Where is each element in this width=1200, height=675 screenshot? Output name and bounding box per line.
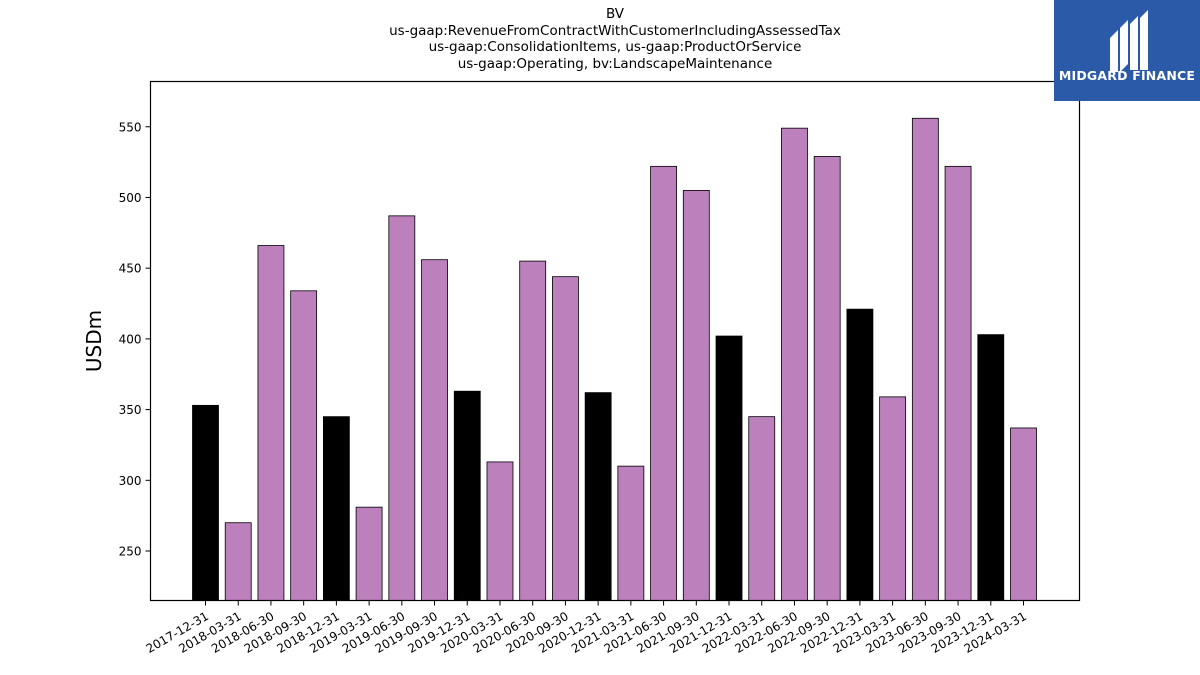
bar-2021-09-30 [682, 189, 710, 601]
bar-2020-03-31 [486, 461, 514, 601]
bar-2022-03-31 [748, 416, 776, 601]
bar-2023-06-30 [911, 117, 939, 601]
x-axis: 2017-12-312018-03-312018-06-302018-09-30… [144, 600, 1029, 656]
plot-frame [149, 80, 1081, 602]
bar-2023-12-31 [977, 334, 1005, 601]
y-tick-label-400: 400 [119, 332, 142, 346]
bar-2019-12-31 [453, 390, 481, 601]
logo-text: MIDGARD FINANCE [1058, 68, 1196, 83]
bar-2023-09-30 [944, 165, 972, 601]
chart-title-line-3: us-gaap:ConsolidationItems, us-gaap:Prod… [428, 39, 802, 56]
midgard-finance-logo: MIDGARD FINANCE [1054, 0, 1200, 101]
chart-title-line-1: BV [605, 6, 625, 22]
chart-title: BV us-gaap:RevenueFromContractWithCustom… [150, 6, 1080, 72]
bar-2020-09-30 [552, 276, 579, 601]
bar-2020-06-30 [519, 260, 547, 601]
y-tick-label-450: 450 [119, 262, 142, 276]
y-tick-label-550: 550 [119, 120, 142, 134]
bar-2022-09-30 [813, 156, 841, 601]
bar-2020-12-31 [584, 392, 612, 601]
bar-2019-03-31 [355, 506, 383, 601]
y-axis: 250 300 350 400 450 500 550 [119, 120, 151, 559]
bar-series [192, 117, 1037, 601]
bar-2022-12-31 [846, 308, 874, 601]
bar-2022-06-30 [781, 127, 808, 601]
bar-2021-03-31 [617, 465, 645, 601]
bar-2021-06-30 [650, 165, 677, 601]
bar-2018-03-31 [224, 522, 252, 601]
chart-title-line-4: us-gaap:Operating, bv:LandscapeMaintenan… [457, 55, 773, 72]
y-tick-label-500: 500 [119, 191, 142, 205]
bar-2017-12-31 [192, 404, 219, 601]
y-tick-label-300: 300 [119, 474, 142, 488]
bar-2019-09-30 [421, 259, 448, 601]
bar-2024-03-31 [1010, 427, 1037, 601]
bar-2019-06-30 [388, 215, 416, 601]
y-tick-label-350: 350 [119, 403, 142, 417]
bar-2018-12-31 [322, 416, 350, 601]
y-axis-label: USDm [82, 310, 106, 372]
chart-title-line-2: us-gaap:RevenueFromContractWithCustomerI… [389, 22, 841, 39]
bar-2023-03-31 [879, 396, 907, 601]
bar-2018-06-30 [257, 245, 285, 601]
bar-2021-12-31 [715, 335, 743, 601]
y-tick-label-250: 250 [119, 545, 142, 559]
midgard-logo-icon [1110, 10, 1148, 72]
bar-2018-09-30 [290, 290, 318, 601]
